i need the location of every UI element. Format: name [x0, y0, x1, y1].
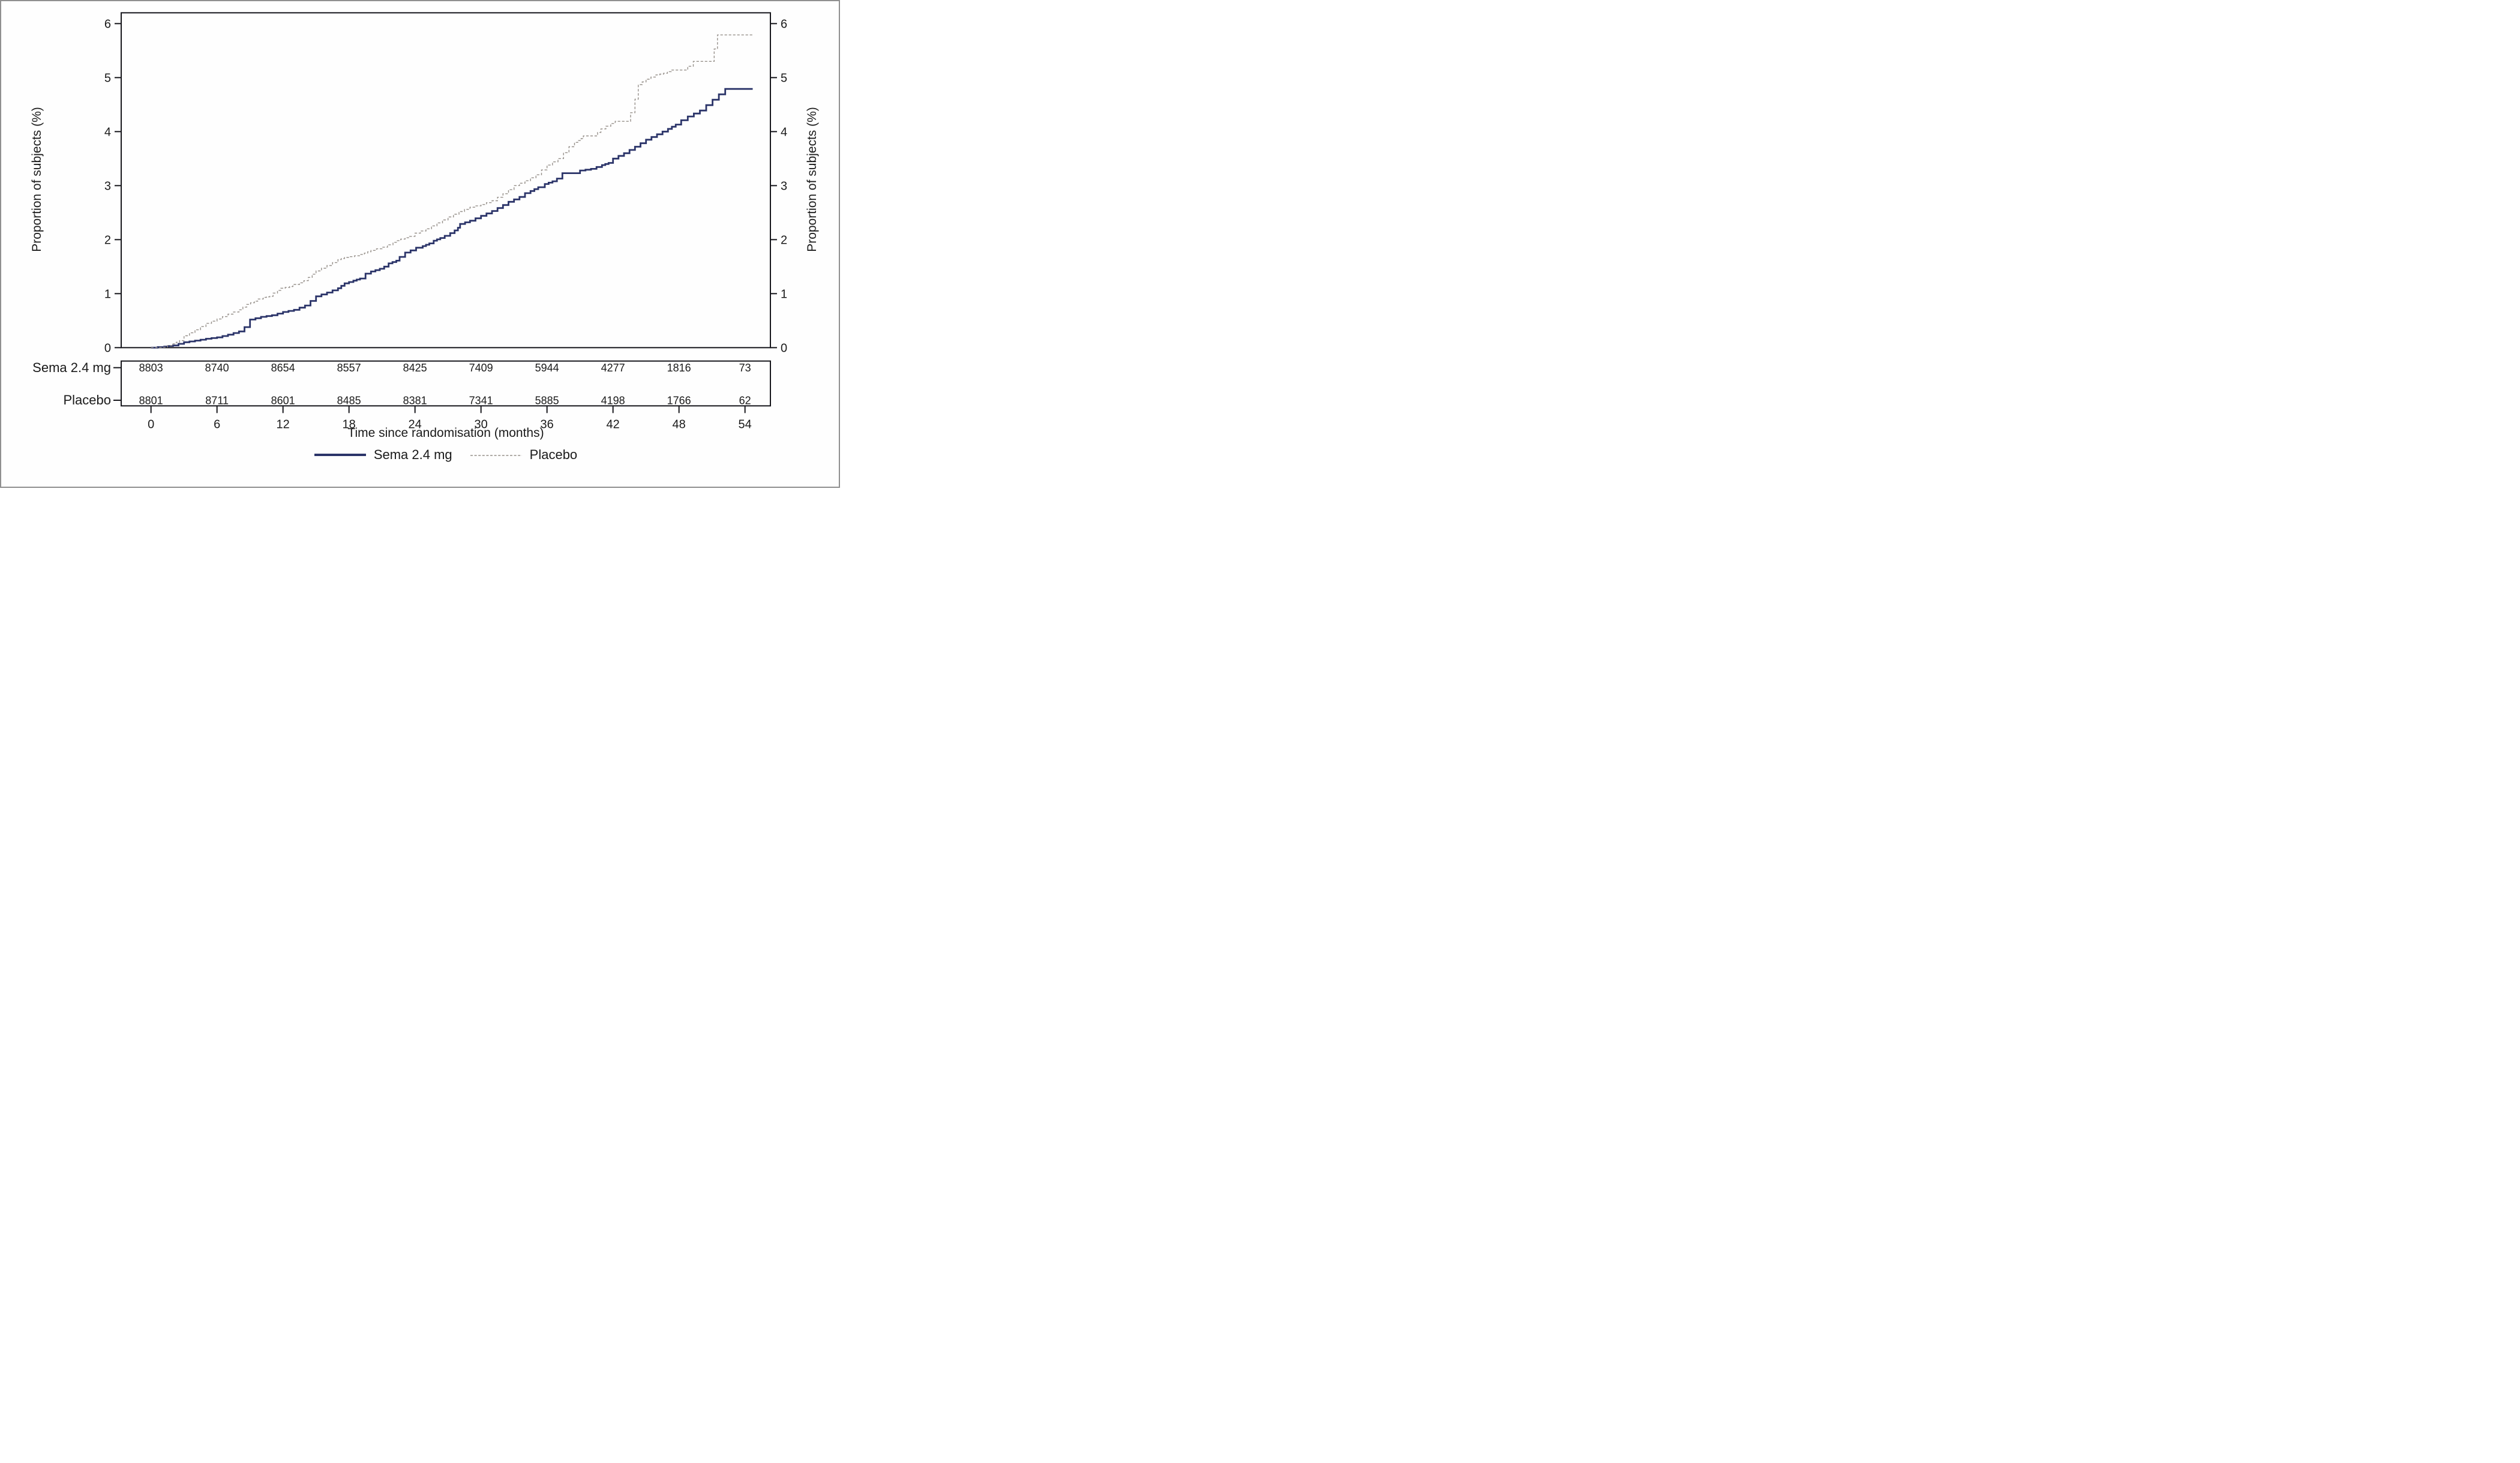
x-tick-label: 48	[673, 418, 686, 431]
x-tick-label: 54	[739, 418, 752, 431]
y-tick-label-right: 0	[781, 341, 787, 355]
risk-value: 1816	[667, 362, 691, 374]
risk-value: 8557	[337, 362, 361, 374]
risk-value: 8711	[205, 395, 229, 407]
risk-row-label-placebo: Placebo	[63, 392, 111, 407]
risk-value: 7409	[469, 362, 493, 374]
risk-value: 8425	[403, 362, 427, 374]
risk-value: 8803	[139, 362, 163, 374]
x-tick-label: 12	[277, 418, 290, 431]
x-tick-label: 36	[541, 418, 554, 431]
x-tick-label: 30	[475, 418, 488, 431]
figure-frame: 0 0 1 1 2 2 3 3 4 4 5 5 6 6 8803 8740 8654 8557 8425 7409 59…	[0, 0, 840, 488]
x-tick-label: 0	[148, 418, 154, 431]
risk-value: 7341	[469, 395, 493, 407]
risk-value: 5944	[535, 362, 559, 374]
y-tick-label-left: 6	[104, 17, 111, 31]
x-tick-label: 18	[343, 418, 356, 431]
x-tick-label: 42	[607, 418, 620, 431]
risk-value: 4277	[601, 362, 625, 374]
risk-value: 8801	[139, 395, 163, 407]
legend-dashed-line-svg	[470, 455, 522, 456]
y-tick-label-left: 2	[104, 233, 111, 247]
y-tick-label-left: 5	[104, 71, 111, 85]
risk-value: 1766	[667, 395, 691, 407]
risk-value: 8654	[271, 362, 295, 374]
x-axis-title: Time since randomisation (months)	[347, 426, 544, 440]
risk-table-box	[121, 360, 771, 407]
y-tick-label-right: 2	[781, 233, 787, 247]
legend-label-sema: Sema 2.4 mg	[373, 447, 452, 462]
risk-value: 8381	[403, 395, 427, 407]
risk-value: 8740	[205, 362, 229, 374]
y-tick-label-left: 4	[104, 125, 111, 139]
y-tick-label-right: 6	[781, 17, 787, 31]
y-tick-label-right: 1	[781, 287, 787, 301]
y-tick-label-right: 4	[781, 125, 787, 139]
legend-line-placebo	[470, 454, 522, 456]
risk-value: 8601	[271, 395, 295, 407]
y-axis-title-left: Proportion of subjects (%)	[30, 107, 44, 252]
legend-label-placebo: Placebo	[529, 447, 578, 462]
y-tick-label-left: 1	[104, 287, 111, 301]
legend: Sema 2.4 mg Placebo	[121, 446, 770, 464]
risk-value: 5885	[535, 395, 559, 407]
y-axis-title-right: Proportion of subjects (%)	[805, 107, 819, 252]
x-tick-label: 24	[409, 418, 422, 431]
legend-line-sema	[314, 454, 366, 456]
curve-sema	[151, 88, 753, 349]
risk-value: 4198	[601, 395, 625, 407]
curve-placebo	[151, 34, 753, 348]
risk-value: 62	[739, 395, 751, 407]
y-tick-label-left: 0	[104, 341, 111, 355]
risk-row-label-sema: Sema 2.4 mg	[32, 360, 111, 375]
risk-value: 73	[739, 362, 751, 374]
y-tick-label-right: 3	[781, 179, 787, 193]
risk-value: 8485	[337, 395, 361, 407]
y-tick-label-right: 5	[781, 71, 787, 85]
plot-frame	[121, 12, 771, 349]
y-tick-label-left: 3	[104, 179, 111, 193]
x-tick-label: 6	[214, 418, 220, 431]
